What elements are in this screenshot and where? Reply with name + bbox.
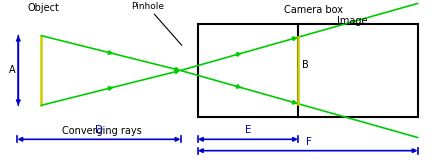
Text: A: A: [9, 65, 16, 75]
Text: F: F: [305, 137, 311, 147]
Text: D: D: [95, 125, 103, 135]
Bar: [197, 24, 417, 117]
Text: Pinhole: Pinhole: [131, 2, 181, 45]
Text: Object: Object: [27, 3, 59, 13]
Text: Image: Image: [336, 16, 367, 26]
Text: Camera box: Camera box: [283, 5, 342, 15]
Text: B: B: [302, 60, 309, 70]
Text: Converging rays: Converging rays: [62, 126, 142, 136]
Text: E: E: [244, 125, 250, 135]
